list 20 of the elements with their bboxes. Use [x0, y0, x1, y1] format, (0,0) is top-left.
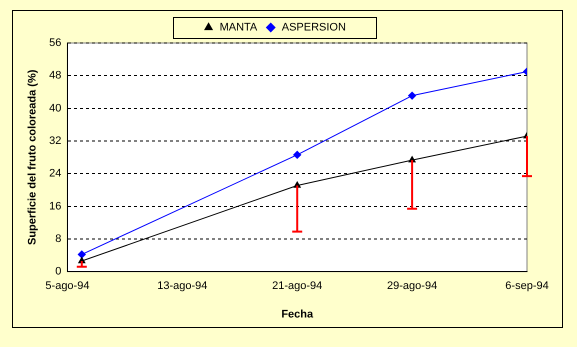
point [293, 150, 302, 159]
x-tick-label: 6-sep-94 [505, 280, 549, 292]
y-tick-label: 24 [49, 168, 62, 180]
point [408, 92, 416, 100]
x-tick-label: 5-ago-94 [45, 280, 90, 292]
x-tick-label: 29-ago-94 [387, 280, 438, 292]
y-tick-label: 8 [55, 232, 62, 245]
x-tick-label: 13-ago-94 [157, 280, 208, 292]
y-tick-label: 48 [49, 70, 62, 82]
y-tick-label: 56 [49, 37, 62, 50]
x-axis-title: Fecha [281, 308, 314, 320]
y-tick-label: 32 [49, 135, 62, 148]
y-tick-label: 0 [55, 266, 62, 278]
y-tick-label: 40 [49, 102, 62, 114]
legend-label: ASPERSION [282, 22, 346, 34]
y-axis-title: Superficie del fruto coloreada (%) [26, 69, 39, 246]
point [78, 250, 86, 258]
legend-label: MANTA [220, 22, 258, 34]
x-tick-label: 21-ago-94 [272, 280, 322, 292]
y-tick-label: 16 [49, 200, 62, 212]
